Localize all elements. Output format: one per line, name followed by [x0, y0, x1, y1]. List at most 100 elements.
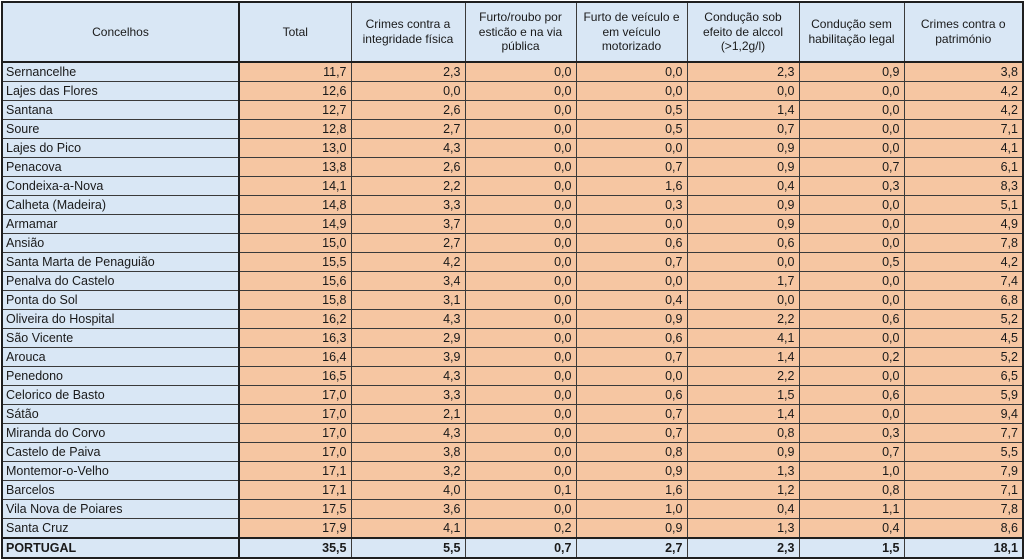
concelho-name: Ansião [1, 233, 240, 253]
value-cell: 0,9 [686, 138, 800, 158]
value-cell: 15,6 [238, 271, 352, 291]
value-cell: 1,1 [798, 499, 905, 519]
column-header: Furto/roubo por esticão e na via pública [464, 1, 577, 63]
value-cell: 0,0 [798, 81, 905, 101]
value-cell: 6,5 [903, 366, 1024, 386]
value-cell: 0,4 [686, 176, 800, 196]
concelho-name: Miranda do Corvo [1, 423, 240, 443]
value-cell: 17,0 [238, 385, 352, 405]
column-header: Crimes contra a integridade física [350, 1, 466, 63]
concelho-name: Penalva do Castelo [1, 271, 240, 291]
value-cell: 1,4 [686, 100, 800, 120]
value-cell: 0,6 [575, 233, 688, 253]
value-cell: 0,9 [575, 518, 688, 539]
concelho-name: Penacova [1, 157, 240, 177]
value-cell: 0,0 [686, 290, 800, 310]
concelho-name: Sernancelhe [1, 61, 240, 82]
value-cell: 5,9 [903, 385, 1024, 405]
value-cell: 4,3 [350, 423, 466, 443]
value-cell: 4,3 [350, 366, 466, 386]
table-row: Santana 12,7 2,6 0,0 0,5 1,4 0,0 4,2 [1, 100, 1024, 120]
table-row: Penedono 16,5 4,3 0,0 0,0 2,2 0,0 6,5 [1, 366, 1024, 386]
value-cell: 0,9 [575, 309, 688, 329]
value-cell: 2,7 [350, 233, 466, 253]
value-cell: 0,0 [350, 81, 466, 101]
value-cell: 0,0 [464, 328, 577, 348]
value-cell: 4,9 [903, 214, 1024, 234]
value-cell: 0,7 [575, 252, 688, 272]
value-cell: 0,5 [575, 100, 688, 120]
value-cell: 0,5 [798, 252, 905, 272]
column-header: Furto de veículo e em veículo motorizado [575, 1, 688, 63]
value-cell: 1,3 [686, 518, 800, 539]
value-cell: 0,0 [464, 157, 577, 177]
value-cell: 5,2 [903, 309, 1024, 329]
table-row: Santa Cruz 17,9 4,1 0,2 0,9 1,3 0,4 8,6 [1, 518, 1024, 539]
value-cell: 2,7 [350, 119, 466, 139]
table-row: Vila Nova de Poiares 17,5 3,6 0,0 1,0 0,4 1,1 7… [1, 499, 1024, 519]
value-cell: 7,1 [903, 480, 1024, 500]
value-cell: 0,0 [464, 271, 577, 291]
value-cell: 15,0 [238, 233, 352, 253]
value-cell: 0,6 [798, 309, 905, 329]
value-cell: 17,0 [238, 404, 352, 424]
value-cell: 0,7 [575, 404, 688, 424]
value-cell: 0,9 [686, 157, 800, 177]
value-cell: 3,8 [903, 61, 1024, 82]
value-cell: 3,6 [350, 499, 466, 519]
value-cell: 0,7 [575, 423, 688, 443]
value-cell: 0,3 [798, 423, 905, 443]
value-cell: 0,0 [686, 252, 800, 272]
value-cell: 1,5 [798, 537, 905, 559]
value-cell: 0,0 [464, 404, 577, 424]
value-cell: 0,4 [686, 499, 800, 519]
value-cell: 5,2 [903, 347, 1024, 367]
table-row: Sátão 17,0 2,1 0,0 0,7 1,4 0,0 9,4 [1, 404, 1024, 424]
value-cell: 1,6 [575, 176, 688, 196]
value-cell: 4,1 [903, 138, 1024, 158]
value-cell: 7,9 [903, 461, 1024, 481]
value-cell: 0,0 [798, 119, 905, 139]
value-cell: 3,1 [350, 290, 466, 310]
value-cell: 4,1 [686, 328, 800, 348]
table-row: Barcelos 17,1 4,0 0,1 1,6 1,2 0,8 7,1 [1, 480, 1024, 500]
concelho-name: Calheta (Madeira) [1, 195, 240, 215]
value-cell: 0,6 [575, 385, 688, 405]
value-cell: 0,0 [464, 385, 577, 405]
value-cell: 0,9 [798, 61, 905, 82]
total-row-label: PORTUGAL [1, 537, 240, 559]
value-cell: 5,5 [350, 537, 466, 559]
value-cell: 3,2 [350, 461, 466, 481]
table-row: Lajes do Pico 13,0 4,3 0,0 0,0 0,9 0,0 4,1 [1, 138, 1024, 158]
concelho-name: Santana [1, 100, 240, 120]
value-cell: 8,6 [903, 518, 1024, 539]
value-cell: 0,7 [575, 347, 688, 367]
table-row: Ponta do Sol 15,8 3,1 0,0 0,4 0,0 0,0 6,8 [1, 290, 1024, 310]
value-cell: 0,7 [464, 537, 577, 559]
value-cell: 15,5 [238, 252, 352, 272]
concelho-name: Celorico de Basto [1, 385, 240, 405]
value-cell: 17,5 [238, 499, 352, 519]
value-cell: 0,0 [798, 214, 905, 234]
table-row: Oliveira do Hospital 16,2 4,3 0,0 0,9 2,2 0,6 5… [1, 309, 1024, 329]
value-cell: 17,0 [238, 423, 352, 443]
value-cell: 16,2 [238, 309, 352, 329]
value-cell: 16,5 [238, 366, 352, 386]
value-cell: 0,4 [575, 290, 688, 310]
value-cell: 1,2 [686, 480, 800, 500]
value-cell: 2,1 [350, 404, 466, 424]
value-cell: 4,2 [903, 100, 1024, 120]
table-row: Sernancelhe 11,7 2,3 0,0 0,0 2,3 0,9 3,8 [1, 61, 1024, 82]
value-cell: 4,2 [903, 252, 1024, 272]
value-cell: 0,3 [798, 176, 905, 196]
concelho-name: Montemor-o-Velho [1, 461, 240, 481]
concelho-name: Arouca [1, 347, 240, 367]
value-cell: 0,0 [464, 176, 577, 196]
value-cell: 7,7 [903, 423, 1024, 443]
value-cell: 0,7 [686, 119, 800, 139]
value-cell: 1,0 [575, 499, 688, 519]
value-cell: 0,0 [464, 290, 577, 310]
value-cell: 6,1 [903, 157, 1024, 177]
value-cell: 2,3 [350, 61, 466, 82]
